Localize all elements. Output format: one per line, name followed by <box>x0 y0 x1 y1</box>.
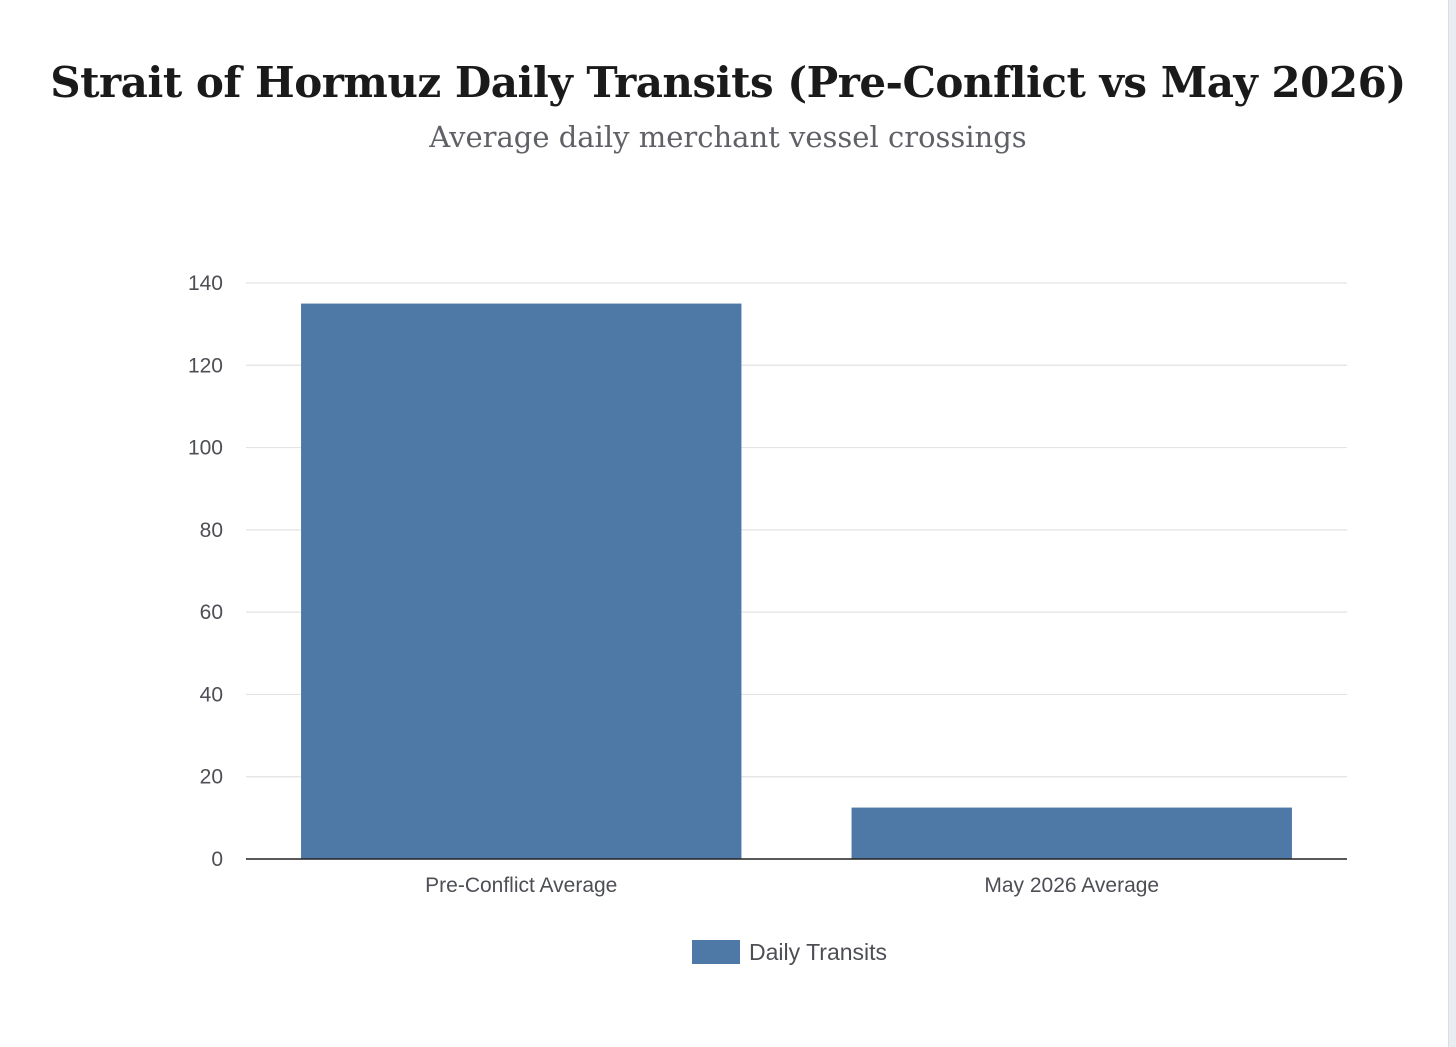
y-tick-label: 0 <box>211 848 223 871</box>
y-tick-label: 80 <box>200 519 223 542</box>
y-tick-label: 60 <box>200 601 223 624</box>
legend-swatch <box>692 940 740 964</box>
bar[interactable] <box>301 303 742 860</box>
bars <box>301 303 1292 860</box>
x-axis-labels: Pre-Conflict Average May 2026 Average <box>425 874 1159 897</box>
y-tick-label: 120 <box>188 354 223 377</box>
chart-title: Strait of Hormuz Daily Transits (Pre-Con… <box>50 58 1406 107</box>
legend-label: Daily Transits <box>749 938 888 965</box>
x-category-label: May 2026 Average <box>984 874 1159 897</box>
window-edge <box>1448 0 1456 1047</box>
y-tick-label: 20 <box>200 766 223 789</box>
y-tick-label: 100 <box>188 437 223 460</box>
x-category-label: Pre-Conflict Average <box>425 874 617 897</box>
chart-subtitle: Average daily merchant vessel crossings <box>429 120 1027 154</box>
bar[interactable] <box>851 807 1292 859</box>
y-tick-label: 140 <box>188 272 223 295</box>
y-tick-label: 40 <box>200 683 223 706</box>
legend[interactable]: Daily Transits <box>692 936 887 968</box>
y-axis-ticks: 0 20 40 60 80 100 120 140 <box>188 272 223 871</box>
